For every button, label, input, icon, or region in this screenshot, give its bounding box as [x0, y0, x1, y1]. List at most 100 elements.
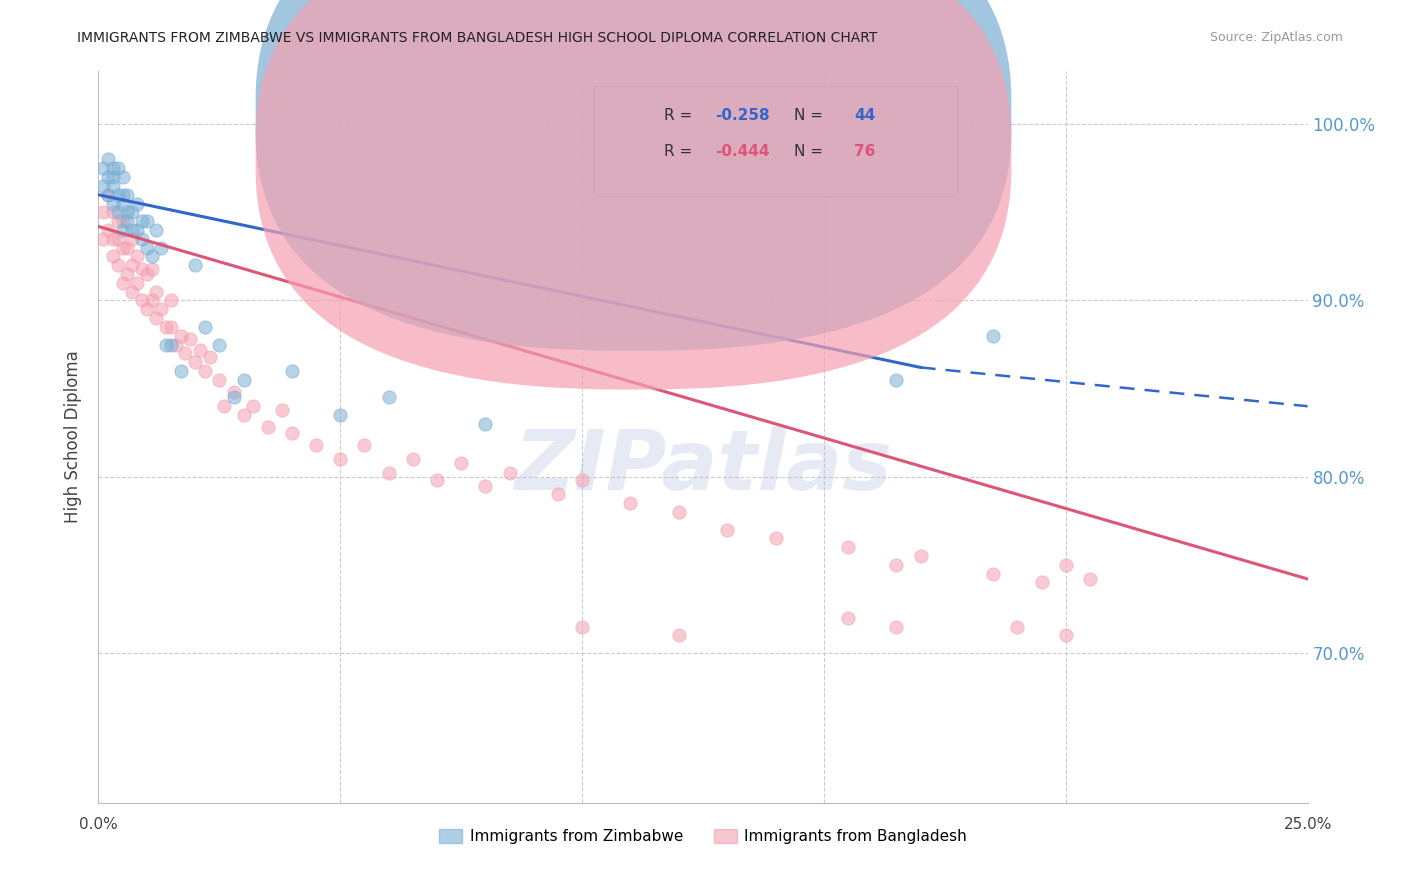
Point	[174, 346, 197, 360]
Point	[111, 276, 134, 290]
Point	[117, 267, 139, 281]
Point	[165, 337, 187, 351]
Point	[101, 170, 124, 185]
Point	[837, 540, 859, 554]
Point	[155, 337, 177, 351]
Point	[131, 214, 153, 228]
Point	[141, 249, 163, 263]
Point	[121, 258, 143, 272]
Point	[668, 628, 690, 642]
Point	[127, 276, 149, 290]
Legend: Immigrants from Zimbabwe, Immigrants from Bangladesh: Immigrants from Zimbabwe, Immigrants fro…	[433, 822, 973, 850]
Point	[131, 261, 153, 276]
Point	[377, 391, 399, 405]
Point	[107, 258, 129, 272]
Point	[232, 408, 254, 422]
Point	[111, 214, 134, 228]
Text: ZIPatlas: ZIPatlas	[515, 425, 891, 507]
FancyBboxPatch shape	[256, 0, 1011, 390]
Point	[91, 232, 114, 246]
Point	[232, 373, 254, 387]
Point	[179, 332, 201, 346]
Point	[353, 438, 375, 452]
Point	[117, 205, 139, 219]
Point	[169, 328, 191, 343]
Point	[160, 293, 183, 308]
Point	[101, 205, 124, 219]
Point	[184, 355, 207, 369]
Point	[91, 178, 114, 193]
Point	[281, 364, 304, 378]
Point	[188, 343, 211, 357]
Point	[271, 402, 294, 417]
Point	[131, 293, 153, 308]
Point	[450, 456, 472, 470]
Point	[886, 619, 908, 633]
Point	[111, 241, 134, 255]
Point	[117, 241, 139, 255]
Point	[222, 391, 245, 405]
Point	[426, 473, 449, 487]
Point	[97, 223, 120, 237]
Point	[212, 399, 235, 413]
Point	[111, 223, 134, 237]
Point	[97, 187, 120, 202]
Point	[377, 467, 399, 481]
Point	[131, 232, 153, 246]
Point	[242, 399, 264, 413]
Point	[329, 452, 352, 467]
Point	[91, 161, 114, 176]
Point	[121, 232, 143, 246]
Text: R =: R =	[664, 108, 697, 123]
Point	[981, 566, 1004, 581]
Point	[256, 420, 278, 434]
Point	[121, 285, 143, 299]
Point	[107, 232, 129, 246]
Point	[837, 611, 859, 625]
Point	[198, 350, 221, 364]
Point	[141, 293, 163, 308]
Point	[160, 320, 183, 334]
Point	[194, 320, 217, 334]
Point	[101, 161, 124, 176]
Point	[194, 364, 217, 378]
Point	[91, 205, 114, 219]
Point	[150, 241, 173, 255]
Point	[765, 532, 787, 546]
Point	[1031, 575, 1053, 590]
Point	[121, 205, 143, 219]
Point	[1007, 619, 1029, 633]
Point	[117, 187, 139, 202]
Point	[150, 302, 173, 317]
Point	[208, 337, 231, 351]
Point	[135, 214, 157, 228]
Point	[222, 385, 245, 400]
Point	[135, 241, 157, 255]
Point	[1054, 628, 1077, 642]
Point	[281, 425, 304, 440]
Point	[127, 249, 149, 263]
Point	[402, 452, 425, 467]
Point	[127, 223, 149, 237]
Point	[208, 373, 231, 387]
Point	[107, 187, 129, 202]
Point	[101, 196, 124, 211]
Point	[107, 205, 129, 219]
Point	[1054, 558, 1077, 572]
Point	[160, 337, 183, 351]
FancyBboxPatch shape	[256, 0, 1011, 351]
Text: R =: R =	[664, 145, 697, 160]
Point	[111, 170, 134, 185]
Point	[184, 258, 207, 272]
Point	[305, 438, 328, 452]
Point	[127, 196, 149, 211]
Point	[329, 408, 352, 422]
Point	[547, 487, 569, 501]
Point	[571, 473, 593, 487]
Text: IMMIGRANTS FROM ZIMBABWE VS IMMIGRANTS FROM BANGLADESH HIGH SCHOOL DIPLOMA CORRE: IMMIGRANTS FROM ZIMBABWE VS IMMIGRANTS F…	[77, 31, 877, 45]
Point	[107, 161, 129, 176]
Point	[111, 196, 134, 211]
Point	[474, 478, 496, 492]
Text: -0.444: -0.444	[716, 145, 769, 160]
Point	[145, 311, 167, 326]
